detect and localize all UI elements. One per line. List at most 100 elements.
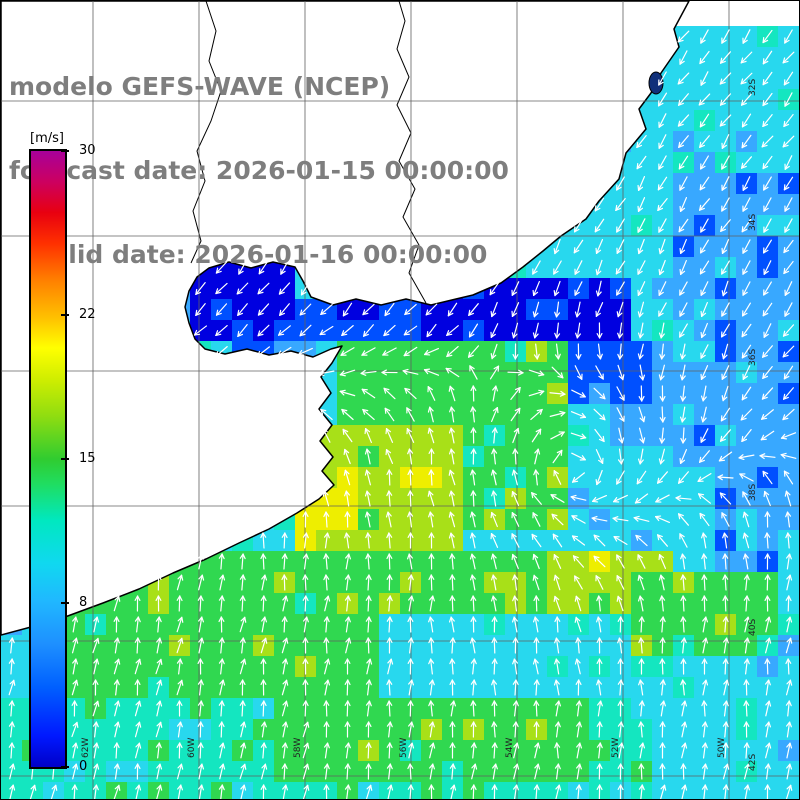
wind-arrow xyxy=(92,700,100,717)
wind-arrow xyxy=(491,637,498,654)
wind-arrow xyxy=(365,616,372,633)
wind-arrow xyxy=(679,533,688,548)
wind-arrow xyxy=(616,470,625,485)
wind-arrow xyxy=(595,239,604,254)
wind-arrow xyxy=(702,616,709,633)
wind-arrow xyxy=(302,763,310,780)
wind-arrow xyxy=(680,427,687,444)
wind-arrow xyxy=(722,595,729,612)
wind-arrow xyxy=(323,763,330,780)
wind-arrow xyxy=(720,407,731,422)
wind-arrow xyxy=(532,512,541,527)
wind-arrow xyxy=(764,532,771,549)
wind-arrow xyxy=(700,301,708,318)
latitude-label: 36S xyxy=(748,349,758,366)
wind-arrow xyxy=(531,428,542,443)
wind-arrow xyxy=(658,238,666,255)
wind-arrow xyxy=(595,469,603,486)
wind-arrow xyxy=(576,742,583,759)
wind-arrow xyxy=(8,742,15,759)
wind-arrow xyxy=(574,575,583,590)
wind-arrow xyxy=(743,742,750,759)
wind-arrow xyxy=(261,763,268,780)
wind-arrow xyxy=(218,637,225,654)
wind-arrow xyxy=(449,553,456,570)
colorbar-tick-label: 0 xyxy=(79,759,88,774)
wind-arrow xyxy=(783,239,794,254)
wind-arrow xyxy=(490,574,497,591)
wind-arrow xyxy=(491,700,498,717)
wind-arrow xyxy=(613,494,628,503)
wind-arrow xyxy=(659,427,666,444)
colorbar-tick-label: 30 xyxy=(79,143,96,158)
wind-arrow xyxy=(617,721,624,738)
wind-arrow xyxy=(407,700,414,717)
wind-arrow xyxy=(428,511,434,528)
colorbar-unit-label: [m/s] xyxy=(30,131,64,146)
wind-arrow xyxy=(135,742,142,759)
wind-arrow xyxy=(554,742,561,759)
wind-arrow xyxy=(717,474,734,481)
wind-arrow xyxy=(740,72,753,85)
wind-arrow xyxy=(198,637,205,654)
wind-arrow xyxy=(721,197,730,212)
wind-arrow xyxy=(323,637,330,654)
wind-arrows xyxy=(8,29,797,799)
wind-arrow xyxy=(718,451,733,462)
wind-arrow xyxy=(721,134,730,149)
wind-arrow xyxy=(345,637,352,654)
wind-arrow xyxy=(679,343,686,360)
wind-arrow xyxy=(680,763,687,780)
wind-arrow xyxy=(738,454,755,461)
wind-arrow xyxy=(533,469,540,486)
wind-arrow xyxy=(344,784,351,799)
wind-arrow xyxy=(782,324,795,337)
wind-arrow xyxy=(784,490,792,507)
wind-arrow xyxy=(551,366,564,379)
wind-arrow xyxy=(322,490,330,507)
wind-arrow xyxy=(701,763,708,780)
wind-arrow xyxy=(532,260,541,275)
wind-arrow xyxy=(513,763,520,780)
wind-arrow xyxy=(278,282,291,295)
wind-arrow xyxy=(680,595,687,612)
wind-arrow xyxy=(344,721,351,738)
wind-arrow xyxy=(156,637,163,654)
wind-arrow xyxy=(593,534,606,547)
wind-arrow xyxy=(155,679,163,696)
wind-arrow xyxy=(8,679,16,696)
wind-arrow xyxy=(92,679,99,696)
wind-arrow xyxy=(407,490,414,507)
wind-arrow xyxy=(700,29,709,44)
wind-arrow xyxy=(761,409,774,420)
wind-arrow xyxy=(134,763,141,780)
wind-arrow xyxy=(533,784,540,799)
wind-arrow xyxy=(763,281,772,296)
wind-arrow xyxy=(492,763,498,780)
wind-arrow xyxy=(260,637,268,654)
wind-arrow xyxy=(260,595,267,612)
wind-arrow xyxy=(638,700,645,717)
wind-arrow xyxy=(363,324,374,337)
wind-arrow xyxy=(404,387,417,400)
wind-arrow xyxy=(678,93,689,106)
wind-arrow xyxy=(386,616,393,633)
wind-arrow xyxy=(302,511,309,528)
wind-arrow xyxy=(783,470,794,485)
wind-arrow xyxy=(281,679,289,696)
wind-arrow xyxy=(764,658,771,675)
wind-arrow xyxy=(386,742,393,759)
wind-arrow xyxy=(534,742,541,759)
wind-arrow xyxy=(491,616,498,633)
wind-arrow xyxy=(765,616,772,633)
wind-arrow xyxy=(764,679,771,696)
wind-arrow xyxy=(302,595,309,612)
wind-arrow xyxy=(344,595,351,612)
colorbar-tick-mark xyxy=(61,314,69,317)
wind-arrow xyxy=(786,616,793,633)
wind-arrow xyxy=(71,637,79,654)
wind-arrow xyxy=(616,575,625,590)
wind-arrow xyxy=(319,325,334,336)
wind-arrow xyxy=(155,595,162,612)
